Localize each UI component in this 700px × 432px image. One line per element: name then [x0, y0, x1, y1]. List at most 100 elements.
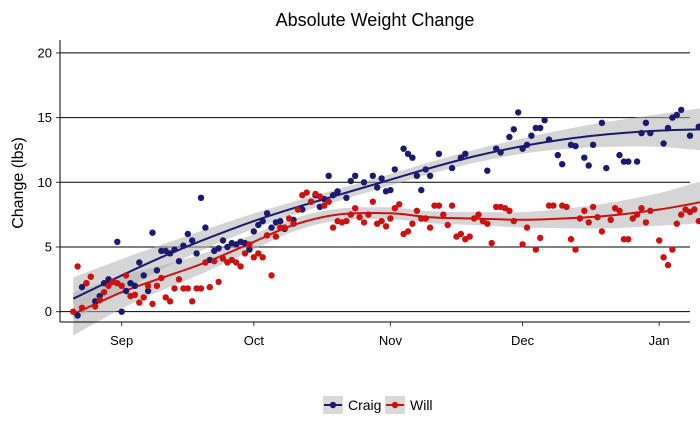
point-will — [360, 219, 368, 226]
point-craig — [246, 246, 253, 253]
point-will — [184, 285, 191, 292]
point-craig — [180, 242, 187, 249]
legend-label-craig: Craig — [348, 397, 381, 413]
point-craig — [572, 142, 579, 150]
point-will — [153, 282, 161, 289]
point-will — [669, 246, 676, 253]
point-will — [629, 215, 636, 222]
point-will — [149, 300, 156, 308]
y-ticks: 0 5 10 15 20 — [38, 45, 60, 319]
point-craig — [360, 179, 368, 186]
point-will — [122, 272, 130, 279]
x-tick-label: Jan — [649, 333, 670, 348]
point-craig — [197, 194, 205, 201]
point-will — [281, 224, 288, 231]
point-craig — [74, 312, 81, 319]
x-tick-label: Dec — [511, 333, 535, 348]
point-will — [678, 211, 685, 218]
point-craig — [409, 154, 416, 161]
point-craig — [554, 151, 561, 159]
point-will — [545, 202, 553, 209]
point-craig — [673, 111, 680, 119]
point-will — [343, 217, 350, 225]
point-craig — [343, 194, 350, 201]
point-will — [166, 298, 174, 305]
point-craig — [149, 229, 156, 236]
point-craig — [171, 246, 178, 253]
point-will — [537, 234, 544, 242]
point-craig — [462, 150, 469, 157]
point-will — [87, 273, 95, 280]
point-will — [620, 236, 628, 243]
point-will — [594, 214, 601, 221]
point-will — [585, 219, 592, 226]
point-craig — [616, 151, 623, 159]
point-will — [118, 282, 125, 289]
legend-key-point-will — [391, 401, 399, 409]
point-will — [550, 202, 557, 209]
point-craig — [193, 250, 200, 257]
point-will — [444, 221, 451, 229]
point-will — [250, 254, 257, 261]
y-tick-label: 0 — [45, 304, 52, 319]
point-will — [325, 198, 332, 205]
point-craig — [374, 184, 381, 191]
point-will — [83, 280, 90, 287]
point-craig — [114, 238, 121, 245]
point-craig — [422, 166, 429, 173]
point-will — [378, 217, 385, 225]
point-craig — [598, 119, 606, 127]
point-will — [246, 241, 253, 248]
point-craig — [603, 164, 610, 172]
point-craig — [347, 177, 354, 185]
point-craig — [122, 287, 130, 295]
point-craig — [277, 217, 284, 225]
point-will — [519, 241, 526, 248]
point-will — [285, 215, 293, 222]
point-craig — [638, 129, 645, 137]
point-craig — [625, 158, 632, 165]
point-will — [144, 282, 152, 289]
point-will — [607, 216, 614, 223]
point-will — [211, 258, 218, 265]
point-will — [488, 239, 495, 247]
point-will — [404, 228, 412, 235]
point-will — [633, 211, 641, 218]
point-will — [435, 202, 443, 209]
point-craig — [153, 267, 161, 274]
point-will — [259, 254, 266, 261]
point-will — [625, 236, 632, 243]
point-will — [189, 298, 196, 305]
point-will — [523, 224, 531, 231]
point-will — [352, 205, 359, 212]
point-will — [237, 263, 244, 270]
point-craig — [140, 272, 147, 279]
point-craig — [175, 258, 183, 265]
point-craig — [131, 282, 139, 289]
point-craig — [418, 186, 425, 194]
trend-line-will — [72, 201, 700, 316]
point-will — [589, 203, 597, 211]
legend-key-point-craig — [329, 401, 337, 409]
point-craig — [484, 167, 491, 174]
point-will — [277, 224, 284, 231]
point-craig — [559, 161, 566, 168]
point-will — [268, 272, 275, 279]
point-craig — [528, 132, 535, 139]
point-will — [290, 220, 297, 227]
point-will — [263, 232, 271, 239]
point-craig — [144, 287, 152, 295]
point-will — [100, 289, 108, 296]
point-craig — [642, 119, 650, 127]
point-will — [616, 207, 623, 214]
y-tick-label: 15 — [38, 110, 52, 125]
point-will — [316, 193, 324, 200]
point-craig — [329, 192, 337, 199]
point-craig — [545, 136, 553, 143]
point-will — [440, 211, 447, 218]
point-craig — [263, 210, 271, 217]
point-craig — [620, 158, 628, 165]
point-will — [219, 255, 227, 262]
data-points — [70, 106, 700, 319]
point-will — [387, 215, 394, 222]
